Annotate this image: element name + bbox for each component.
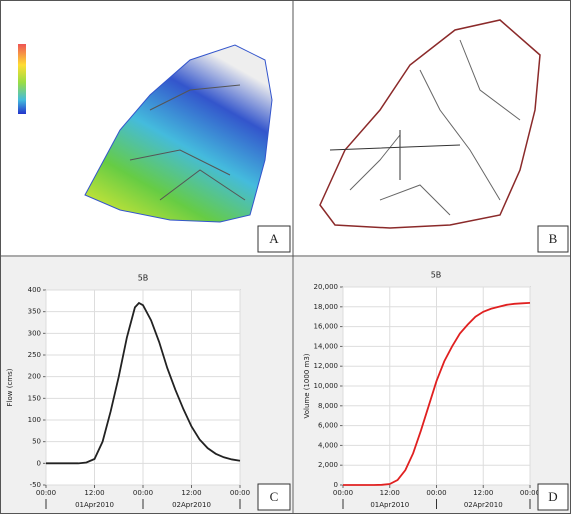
x-tick-label: 00:00	[36, 489, 56, 497]
y-tick-label: 0	[334, 481, 338, 489]
x-tick-label: 12:00	[84, 489, 104, 497]
x-tick-label: 12:00	[181, 489, 201, 497]
page: A B 5B -50 0 50 100 150 200 250 300 350 400 00:00 12…	[0, 0, 571, 514]
y-axis-label: Volume (1000 m3)	[303, 353, 311, 418]
y-tick-label: -50	[30, 481, 41, 489]
y-tick-label: 200	[28, 373, 41, 381]
y-axis-label: Flow (cms)	[6, 368, 14, 406]
y-tick-label: 16,000	[314, 323, 339, 331]
chart-title: 5B	[138, 274, 149, 283]
date-label: 01Apr2010	[75, 501, 114, 509]
y-tick-label: 350	[28, 308, 41, 316]
date-label: 02Apr2010	[464, 501, 503, 509]
y-tick-label: 2,000	[318, 461, 338, 469]
y-tick-label: 0	[37, 459, 41, 467]
y-tick-label: 8,000	[318, 402, 338, 410]
y-tick-label: 100	[28, 416, 41, 424]
y-tick-label: 4,000	[318, 441, 338, 449]
chart-title: 5B	[431, 271, 442, 280]
figure: A B 5B -50 0 50 100 150 200 250 300 350 400 00:00 12…	[0, 0, 571, 514]
y-tick-label: 14,000	[314, 342, 339, 350]
y-tick-label: 10,000	[314, 382, 339, 390]
x-tick-label: 00:00	[426, 489, 446, 497]
x-tick-label: 00:00	[520, 489, 540, 497]
x-tick-label: 00:00	[133, 489, 153, 497]
x-tick-label: 12:00	[473, 489, 493, 497]
x-tick-label: 00:00	[230, 489, 250, 497]
legend-ramp	[18, 44, 26, 114]
x-tick-label: 00:00	[333, 489, 353, 497]
y-tick-label: 400	[28, 286, 41, 294]
panel-label: B	[549, 231, 558, 246]
y-tick-label: 12,000	[314, 362, 339, 370]
x-tick-label: 12:00	[380, 489, 400, 497]
y-tick-label: 18,000	[314, 303, 339, 311]
y-tick-label: 300	[28, 329, 41, 337]
date-label: 02Apr2010	[172, 501, 211, 509]
y-tick-label: 20,000	[314, 283, 339, 291]
y-tick-label: 50	[32, 438, 41, 446]
date-label: 01Apr2010	[370, 501, 409, 509]
panel-label: A	[269, 231, 279, 246]
panel-label: C	[270, 489, 279, 504]
y-tick-label: 6,000	[318, 422, 338, 430]
panel-label: D	[548, 489, 557, 504]
y-tick-label: 150	[28, 394, 41, 402]
y-tick-label: 250	[28, 351, 41, 359]
